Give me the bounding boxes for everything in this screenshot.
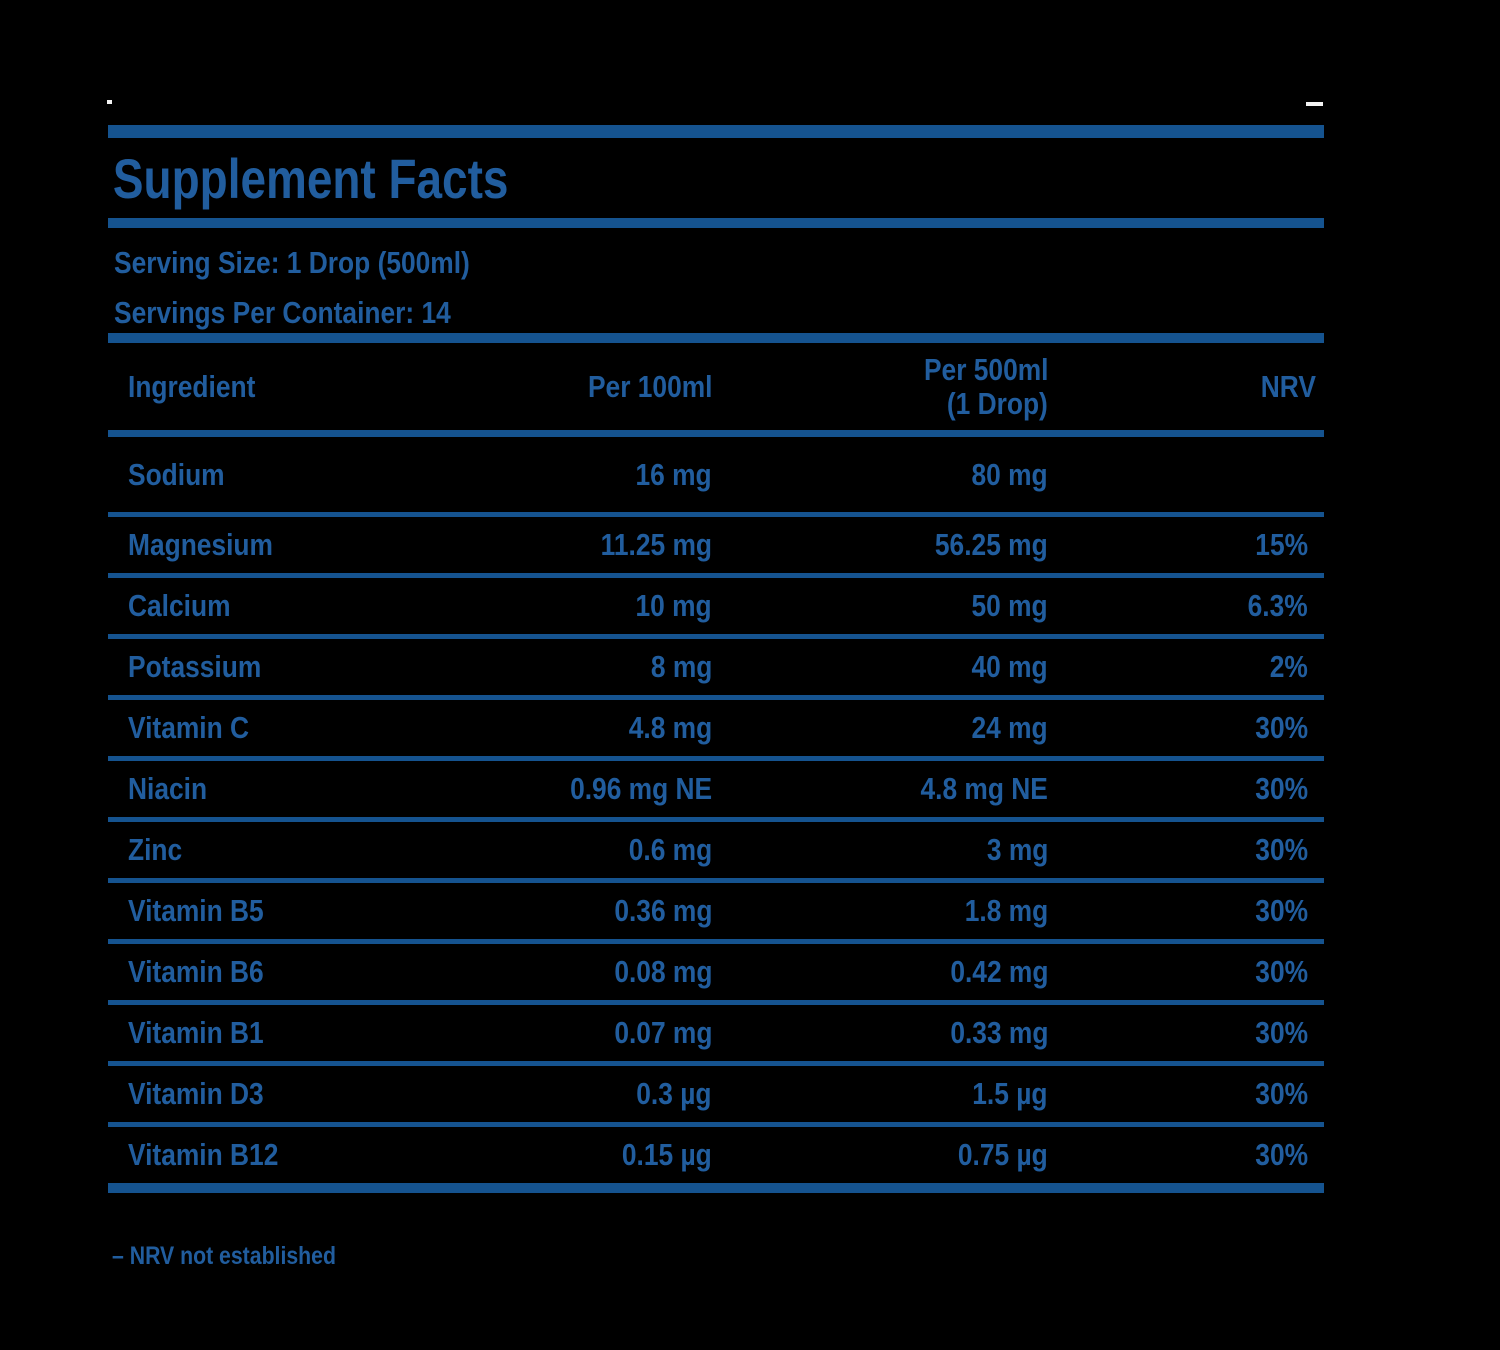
per-500ml-value: 3 mg [986,832,1048,867]
per-500ml-line1: Per 500ml [923,351,1048,387]
ingredient-name: Magnesium [128,527,273,562]
ingredient-name: Vitamin B5 [128,893,264,928]
table-body: Sodium 16 mg 80 mg Magnesium 11.25 mg 56… [108,437,1324,1183]
ingredient-name: Vitamin B1 [128,1015,264,1050]
table-row: Niacin 0.96 mg NE 4.8 mg NE 30% [108,761,1324,817]
per-100ml-value: 0.96 mg NE [569,771,712,806]
servings-per-container-line: Servings Per Container: 14 [114,288,1324,338]
footnote: – NRV not established [108,1242,1324,1271]
per-100ml-value: 8 mg [650,649,712,684]
per-500ml-value: 1.5 µg [972,1076,1048,1111]
supplement-facts-panel: Supplement Facts Serving Size: 1 Drop (5… [108,125,1324,1271]
row-divider [108,817,1324,822]
nrv-value: 30% [1255,893,1308,928]
row-divider [108,1000,1324,1005]
per-500ml-value: 4.8 mg NE [920,771,1048,806]
column-header-per-100ml: Per 100ml [587,368,712,404]
nrv-value: 30% [1255,710,1308,745]
table-row: Vitamin C 4.8 mg 24 mg 30% [108,700,1324,756]
ingredient-name: Vitamin C [128,710,250,745]
per-500ml-value: 50 mg [971,588,1048,623]
stray-mark-top-left [107,100,112,104]
table-row: Vitamin B5 0.36 mg 1.8 mg 30% [108,883,1324,939]
serving-info: Serving Size: 1 Drop (500ml) Servings Pe… [108,228,1324,333]
per-500ml-value: 56.25 mg [935,527,1048,562]
column-header-per-500ml: Per 500ml (1 Drop) [712,351,1048,421]
row-divider [108,756,1324,761]
row-divider [108,878,1324,883]
stray-mark-top-right [1306,102,1323,106]
table-row: Sodium 16 mg 80 mg [108,437,1324,512]
bottom-rule [108,1183,1324,1193]
nrv-value: 30% [1255,1015,1308,1050]
ingredient-name: Niacin [128,771,208,806]
ingredient-name: Vitamin D3 [128,1076,264,1111]
row-divider [108,939,1324,944]
table-row: Vitamin B1 0.07 mg 0.33 mg 30% [108,1005,1324,1061]
nrv-value: 6.3% [1247,588,1308,623]
table-row: Vitamin D3 0.3 µg 1.5 µg 30% [108,1066,1324,1122]
ingredient-name: Calcium [128,588,231,623]
table-row: Vitamin B6 0.08 mg 0.42 mg 30% [108,944,1324,1000]
rule-under-header [108,430,1324,437]
per-100ml-value: 10 mg [635,588,712,623]
ingredient-name: Potassium [128,649,262,684]
serving-size-text: Serving Size: 1 Drop (500ml) [114,245,470,280]
per-100ml-value: 0.3 µg [636,1076,712,1111]
rule-above-header [108,333,1324,343]
column-header-ingredient: Ingredient [128,368,256,404]
title-row: Supplement Facts [108,138,1324,218]
per-500ml-line2: (1 Drop) [946,385,1048,421]
per-100ml-value: 0.36 mg [613,893,712,928]
per-100ml-value: 0.15 µg [622,1137,712,1172]
ingredient-name: Vitamin B12 [128,1137,279,1172]
per-500ml-value: 0.42 mg [949,954,1048,989]
row-divider [108,695,1324,700]
per-500ml-value: 80 mg [971,456,1048,492]
per-500ml-value: 40 mg [971,649,1048,684]
table-row: Magnesium 11.25 mg 56.25 mg 15% [108,517,1324,573]
row-divider [108,1122,1324,1127]
per-100ml-value: 16 mg [635,456,712,492]
rule-under-title [108,218,1324,228]
per-100ml-value: 0.07 mg [613,1015,712,1050]
footnote-text: – NRV not established [112,1242,336,1270]
per-500ml-value: 1.8 mg [964,893,1048,928]
table-row: Potassium 8 mg 40 mg 2% [108,639,1324,695]
servings-per-container-text: Servings Per Container: 14 [114,295,451,330]
ingredient-name: Sodium [128,456,225,492]
table-row: Vitamin B12 0.15 µg 0.75 µg 30% [108,1127,1324,1183]
nrv-value: 30% [1255,832,1308,867]
top-rule [108,125,1324,138]
per-500ml-value: 0.75 µg [958,1137,1048,1172]
per-100ml-value: 11.25 mg [600,527,712,562]
nrv-value: 30% [1255,954,1308,989]
per-100ml-value: 4.8 mg [628,710,712,745]
row-divider [108,573,1324,578]
nrv-value: 30% [1255,1137,1308,1172]
nrv-value [1048,457,1324,493]
serving-size-line: Serving Size: 1 Drop (500ml) [114,238,1324,288]
nrv-value: 15% [1255,527,1308,562]
per-500ml-value: 24 mg [971,710,1048,745]
row-divider [108,1061,1324,1066]
nrv-value: 2% [1269,649,1308,684]
row-divider [108,512,1324,517]
ingredient-name: Zinc [128,832,183,867]
table-row: Zinc 0.6 mg 3 mg 30% [108,822,1324,878]
per-500ml-value: 0.33 mg [949,1015,1048,1050]
row-divider [108,634,1324,639]
table-row: Calcium 10 mg 50 mg 6.3% [108,578,1324,634]
ingredient-name: Vitamin B6 [128,954,264,989]
per-100ml-value: 0.6 mg [628,832,712,867]
page-title: Supplement Facts [112,146,509,210]
nrv-value: 30% [1255,771,1308,806]
per-100ml-value: 0.08 mg [613,954,712,989]
table-header-row: Ingredient Per 100ml Per 500ml (1 Drop) … [108,343,1324,430]
nrv-value: 30% [1255,1076,1308,1111]
column-header-nrv: NRV [1260,368,1316,404]
